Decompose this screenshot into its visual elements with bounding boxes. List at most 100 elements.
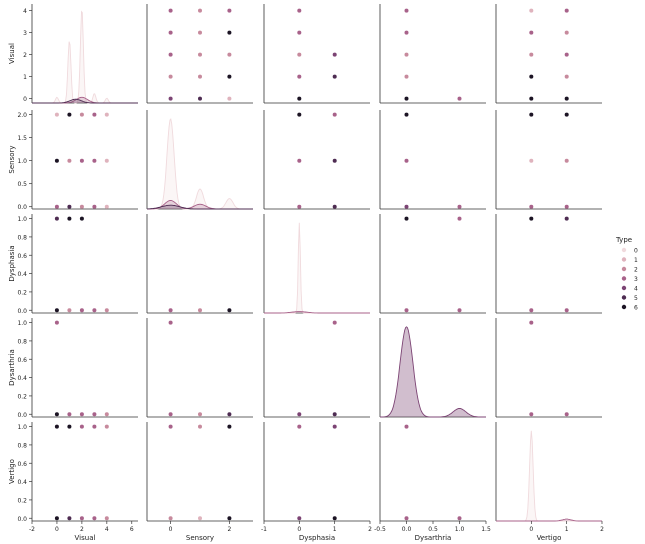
scatter-point bbox=[67, 424, 72, 429]
legend-label: 1 bbox=[634, 257, 638, 264]
kde-fill-type-3 bbox=[32, 97, 138, 103]
scatter-point bbox=[404, 30, 409, 35]
scatter-point bbox=[529, 8, 534, 13]
legend-entry: 5 bbox=[621, 295, 638, 302]
x-axis-label: Dysphasia bbox=[299, 534, 335, 542]
x-tick-label: 4 bbox=[105, 526, 109, 533]
scatter-point bbox=[227, 30, 232, 35]
scatter-point bbox=[54, 424, 59, 429]
scatter-point bbox=[104, 112, 109, 117]
scatter-point bbox=[529, 320, 534, 325]
panel-visual-vs-sensory bbox=[146, 4, 253, 104]
x-tick-label: 0 bbox=[169, 526, 173, 533]
y-axis-label: Sensory bbox=[8, 145, 16, 173]
scatter-point bbox=[104, 412, 109, 417]
scatter-point bbox=[54, 516, 59, 521]
x-tick-label: -2 bbox=[29, 526, 35, 533]
scatter-point bbox=[168, 308, 173, 313]
scatter-point bbox=[297, 516, 302, 521]
scatter-point bbox=[79, 516, 84, 521]
legend-entries: 0 1 2 3 4 5 6 bbox=[621, 247, 638, 311]
scatter-point bbox=[564, 308, 569, 313]
x-tick-label: 0 bbox=[529, 526, 533, 533]
y-tick-label: 0.4 bbox=[17, 271, 27, 278]
panel-dysarthria-vs-visual: 0.0 0.2 0.4 0.6 0.8 1.0 Dysarthria bbox=[8, 318, 138, 419]
scatter-point bbox=[67, 158, 72, 163]
y-tick-label: 1.0 bbox=[17, 216, 27, 223]
x-tick-label: 2 bbox=[600, 526, 604, 533]
panel-sensory-vs-sensory bbox=[146, 110, 253, 210]
scatter-point bbox=[104, 158, 109, 163]
legend: Type 0 1 2 3 4 5 6 bbox=[615, 236, 638, 311]
scatter-point bbox=[104, 424, 109, 429]
scatter-point bbox=[227, 424, 232, 429]
scatter-point bbox=[564, 204, 569, 209]
panel-vertigo-vs-dysphasia: -1 0 1 2 Dysphasia bbox=[261, 422, 372, 542]
legend-label: 3 bbox=[634, 276, 638, 283]
x-tick-label: 1.0 bbox=[455, 526, 465, 533]
y-tick-label: 2.0 bbox=[17, 112, 27, 119]
scatter-point bbox=[529, 52, 534, 57]
y-axis-label: Dysarthria bbox=[8, 349, 16, 386]
scatter-point bbox=[457, 96, 462, 101]
scatter-point bbox=[404, 96, 409, 101]
scatter-point bbox=[404, 308, 409, 313]
panel-dysphasia-vs-visual: 0.0 0.2 0.4 0.6 0.8 1.0 Dysphasia bbox=[8, 214, 138, 315]
scatter-point bbox=[404, 204, 409, 209]
scatter-point bbox=[529, 412, 534, 417]
scatter-point bbox=[198, 424, 202, 429]
kde-line-type-0 bbox=[32, 10, 138, 104]
kde-line-type-3 bbox=[496, 518, 602, 522]
legend-entry: 3 bbox=[621, 276, 638, 283]
scatter-point bbox=[564, 158, 569, 163]
y-axis-label: Visual bbox=[8, 43, 16, 64]
y-tick-label: 2 bbox=[23, 52, 27, 59]
scatter-point bbox=[67, 516, 72, 521]
kde-line-type-0 bbox=[264, 222, 370, 314]
y-axis-label: Dysphasia bbox=[8, 245, 16, 281]
legend-label: 2 bbox=[634, 266, 638, 273]
scatter-point bbox=[404, 74, 409, 79]
scatter-point bbox=[198, 74, 202, 79]
scatter-point bbox=[297, 96, 302, 101]
y-tick-label: 0.5 bbox=[17, 181, 27, 188]
legend-entry: 0 bbox=[621, 247, 638, 254]
panel-visual-vs-dysarthria bbox=[379, 4, 486, 104]
panel-dysarthria-vs-sensory bbox=[146, 318, 253, 418]
y-tick-label: 1.0 bbox=[17, 320, 27, 327]
x-tick-label: -1 bbox=[261, 526, 267, 533]
panel-dysphasia-vs-vertigo bbox=[495, 214, 602, 314]
scatter-point bbox=[404, 8, 409, 13]
scatter-point bbox=[529, 74, 534, 79]
legend-marker bbox=[621, 295, 627, 300]
scatter-point bbox=[332, 516, 337, 521]
scatter-point bbox=[198, 516, 202, 521]
y-tick-label: 0.4 bbox=[17, 479, 27, 486]
y-tick-label: 0.2 bbox=[17, 497, 27, 504]
scatter-point bbox=[168, 96, 173, 101]
x-tick-label: 1 bbox=[333, 526, 337, 533]
x-tick-label: 0 bbox=[55, 526, 59, 533]
scatter-point bbox=[79, 424, 84, 429]
scatter-point bbox=[564, 8, 569, 13]
scatter-point bbox=[168, 412, 173, 417]
scatter-point bbox=[92, 516, 97, 521]
y-tick-label: 0.6 bbox=[17, 461, 27, 468]
y-tick-label: 0.2 bbox=[17, 289, 27, 296]
y-tick-label: 0.4 bbox=[17, 375, 27, 382]
x-axis-label: Dysarthria bbox=[415, 534, 452, 542]
scatter-point bbox=[529, 96, 534, 101]
scatter-point bbox=[332, 320, 337, 325]
scatter-point bbox=[54, 412, 59, 417]
scatter-point bbox=[79, 158, 84, 163]
y-tick-label: 0.6 bbox=[17, 357, 27, 364]
scatter-point bbox=[92, 112, 97, 117]
panel-sensory-vs-visual: 0.0 0.5 1.0 1.5 2.0 Sensory bbox=[8, 110, 138, 211]
kde-fill-type-4 bbox=[380, 326, 486, 417]
legend-title: Type bbox=[615, 236, 632, 244]
scatter-point bbox=[79, 204, 84, 209]
kde-fill-type-0 bbox=[147, 119, 253, 209]
y-tick-label: 0.8 bbox=[17, 442, 27, 449]
x-axis-label: Visual bbox=[75, 534, 96, 542]
